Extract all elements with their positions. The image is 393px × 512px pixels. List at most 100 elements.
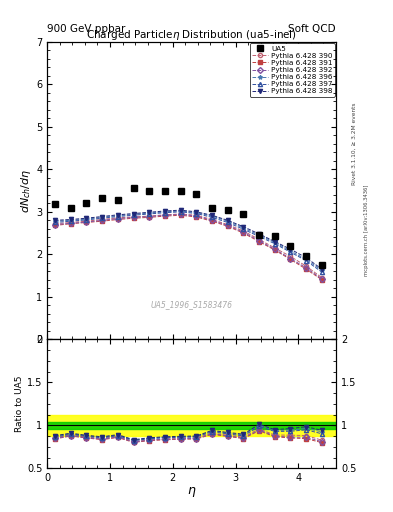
Pythia 6.428 398 — [163, 208, 167, 214]
Pythia 6.428 397 — [131, 212, 136, 218]
Pythia 6.428 398 — [194, 209, 198, 215]
Pythia 6.428 392 — [147, 214, 152, 220]
Pythia 6.428 391 — [178, 212, 183, 218]
Pythia 6.428 392 — [163, 212, 167, 218]
Pythia 6.428 390 — [320, 274, 324, 281]
Pythia 6.428 391 — [257, 239, 261, 245]
Pythia 6.428 390 — [272, 245, 277, 251]
Pythia 6.428 397 — [116, 214, 120, 220]
Pythia 6.428 392 — [225, 222, 230, 228]
Pythia 6.428 390 — [100, 217, 105, 223]
Line: Pythia 6.428 398: Pythia 6.428 398 — [53, 208, 324, 271]
Pythia 6.428 390 — [84, 218, 89, 224]
UA5 — [304, 253, 309, 260]
UA5 — [100, 195, 105, 201]
Pythia 6.428 396 — [194, 209, 198, 216]
Pythia 6.428 398 — [53, 217, 57, 223]
Pythia 6.428 398 — [100, 214, 105, 220]
Pythia 6.428 390 — [68, 219, 73, 225]
Pythia 6.428 396 — [68, 217, 73, 223]
Pythia 6.428 391 — [147, 215, 152, 221]
Pythia 6.428 392 — [304, 265, 309, 271]
Pythia 6.428 392 — [257, 238, 261, 244]
Pythia 6.428 392 — [84, 219, 89, 225]
Pythia 6.428 398 — [147, 209, 152, 216]
Pythia 6.428 390 — [257, 237, 261, 243]
Pythia 6.428 396 — [131, 211, 136, 218]
Pythia 6.428 398 — [272, 239, 277, 245]
Y-axis label: Ratio to UA5: Ratio to UA5 — [15, 376, 24, 432]
Pythia 6.428 398 — [209, 212, 214, 218]
Pythia 6.428 397 — [194, 210, 198, 217]
Pythia 6.428 390 — [53, 221, 57, 227]
Pythia 6.428 398 — [116, 212, 120, 218]
UA5 — [84, 200, 89, 206]
UA5 — [288, 243, 293, 249]
Legend: UA5, Pythia 6.428 390, Pythia 6.428 391, Pythia 6.428 392, Pythia 6.428 396, Pyt: UA5, Pythia 6.428 390, Pythia 6.428 391,… — [250, 44, 334, 97]
Pythia 6.428 398 — [225, 217, 230, 223]
Pythia 6.428 391 — [194, 214, 198, 220]
Pythia 6.428 397 — [288, 249, 293, 255]
Pythia 6.428 397 — [304, 258, 309, 264]
UA5 — [68, 204, 73, 210]
UA5 — [272, 233, 277, 240]
Pythia 6.428 396 — [53, 218, 57, 224]
UA5 — [225, 207, 230, 213]
Pythia 6.428 391 — [84, 219, 89, 225]
Pythia 6.428 398 — [68, 217, 73, 223]
Pythia 6.428 391 — [131, 215, 136, 221]
Pythia 6.428 396 — [225, 218, 230, 224]
Pythia 6.428 396 — [163, 209, 167, 215]
Text: 900 GeV ppbar: 900 GeV ppbar — [47, 24, 125, 34]
Pythia 6.428 392 — [320, 276, 324, 282]
Pythia 6.428 398 — [84, 215, 89, 221]
Pythia 6.428 396 — [272, 239, 277, 245]
Pythia 6.428 396 — [84, 216, 89, 222]
Pythia 6.428 392 — [209, 217, 214, 223]
Text: mcplots.cern.ch [arXiv:1306.3436]: mcplots.cern.ch [arXiv:1306.3436] — [364, 185, 369, 276]
Pythia 6.428 391 — [209, 218, 214, 224]
Pythia 6.428 396 — [288, 248, 293, 254]
Pythia 6.428 398 — [288, 246, 293, 252]
Pythia 6.428 390 — [163, 212, 167, 218]
Pythia 6.428 390 — [131, 214, 136, 220]
Pythia 6.428 396 — [241, 225, 246, 231]
Pythia 6.428 397 — [68, 218, 73, 224]
Pythia 6.428 396 — [147, 210, 152, 216]
Pythia 6.428 391 — [272, 247, 277, 253]
Pythia 6.428 390 — [209, 217, 214, 223]
Text: Rivet 3.1.10, ≥ 3.2M events: Rivet 3.1.10, ≥ 3.2M events — [352, 102, 357, 185]
Pythia 6.428 392 — [116, 216, 120, 222]
Pythia 6.428 398 — [320, 266, 324, 272]
Pythia 6.428 391 — [163, 213, 167, 219]
UA5 — [209, 204, 214, 210]
Pythia 6.428 392 — [178, 211, 183, 218]
Pythia 6.428 398 — [131, 210, 136, 217]
Pythia 6.428 391 — [53, 222, 57, 228]
Pythia 6.428 392 — [53, 222, 57, 228]
UA5 — [257, 232, 261, 238]
Pythia 6.428 398 — [304, 254, 309, 261]
Pythia 6.428 397 — [320, 269, 324, 275]
Pythia 6.428 396 — [304, 257, 309, 263]
Pythia 6.428 397 — [225, 219, 230, 225]
Pythia 6.428 396 — [100, 215, 105, 221]
Pythia 6.428 390 — [194, 212, 198, 218]
Line: Pythia 6.428 397: Pythia 6.428 397 — [53, 210, 324, 274]
Pythia 6.428 396 — [257, 232, 261, 238]
Pythia 6.428 391 — [100, 218, 105, 224]
Pythia 6.428 398 — [257, 231, 261, 237]
Pythia 6.428 391 — [288, 257, 293, 263]
Line: UA5: UA5 — [52, 185, 325, 268]
Pythia 6.428 390 — [288, 253, 293, 260]
Pythia 6.428 390 — [241, 228, 246, 234]
Title: Charged Particle$\eta$ Distribution $\mathsf{(ua5\text{-}inel)}$: Charged Particle$\eta$ Distribution $\ma… — [86, 28, 297, 42]
UA5 — [241, 211, 246, 217]
Pythia 6.428 397 — [241, 226, 246, 232]
Pythia 6.428 390 — [304, 263, 309, 269]
Pythia 6.428 396 — [116, 212, 120, 219]
Pythia 6.428 390 — [116, 215, 120, 221]
Pythia 6.428 397 — [209, 215, 214, 221]
UA5 — [116, 197, 120, 203]
Pythia 6.428 397 — [163, 209, 167, 216]
